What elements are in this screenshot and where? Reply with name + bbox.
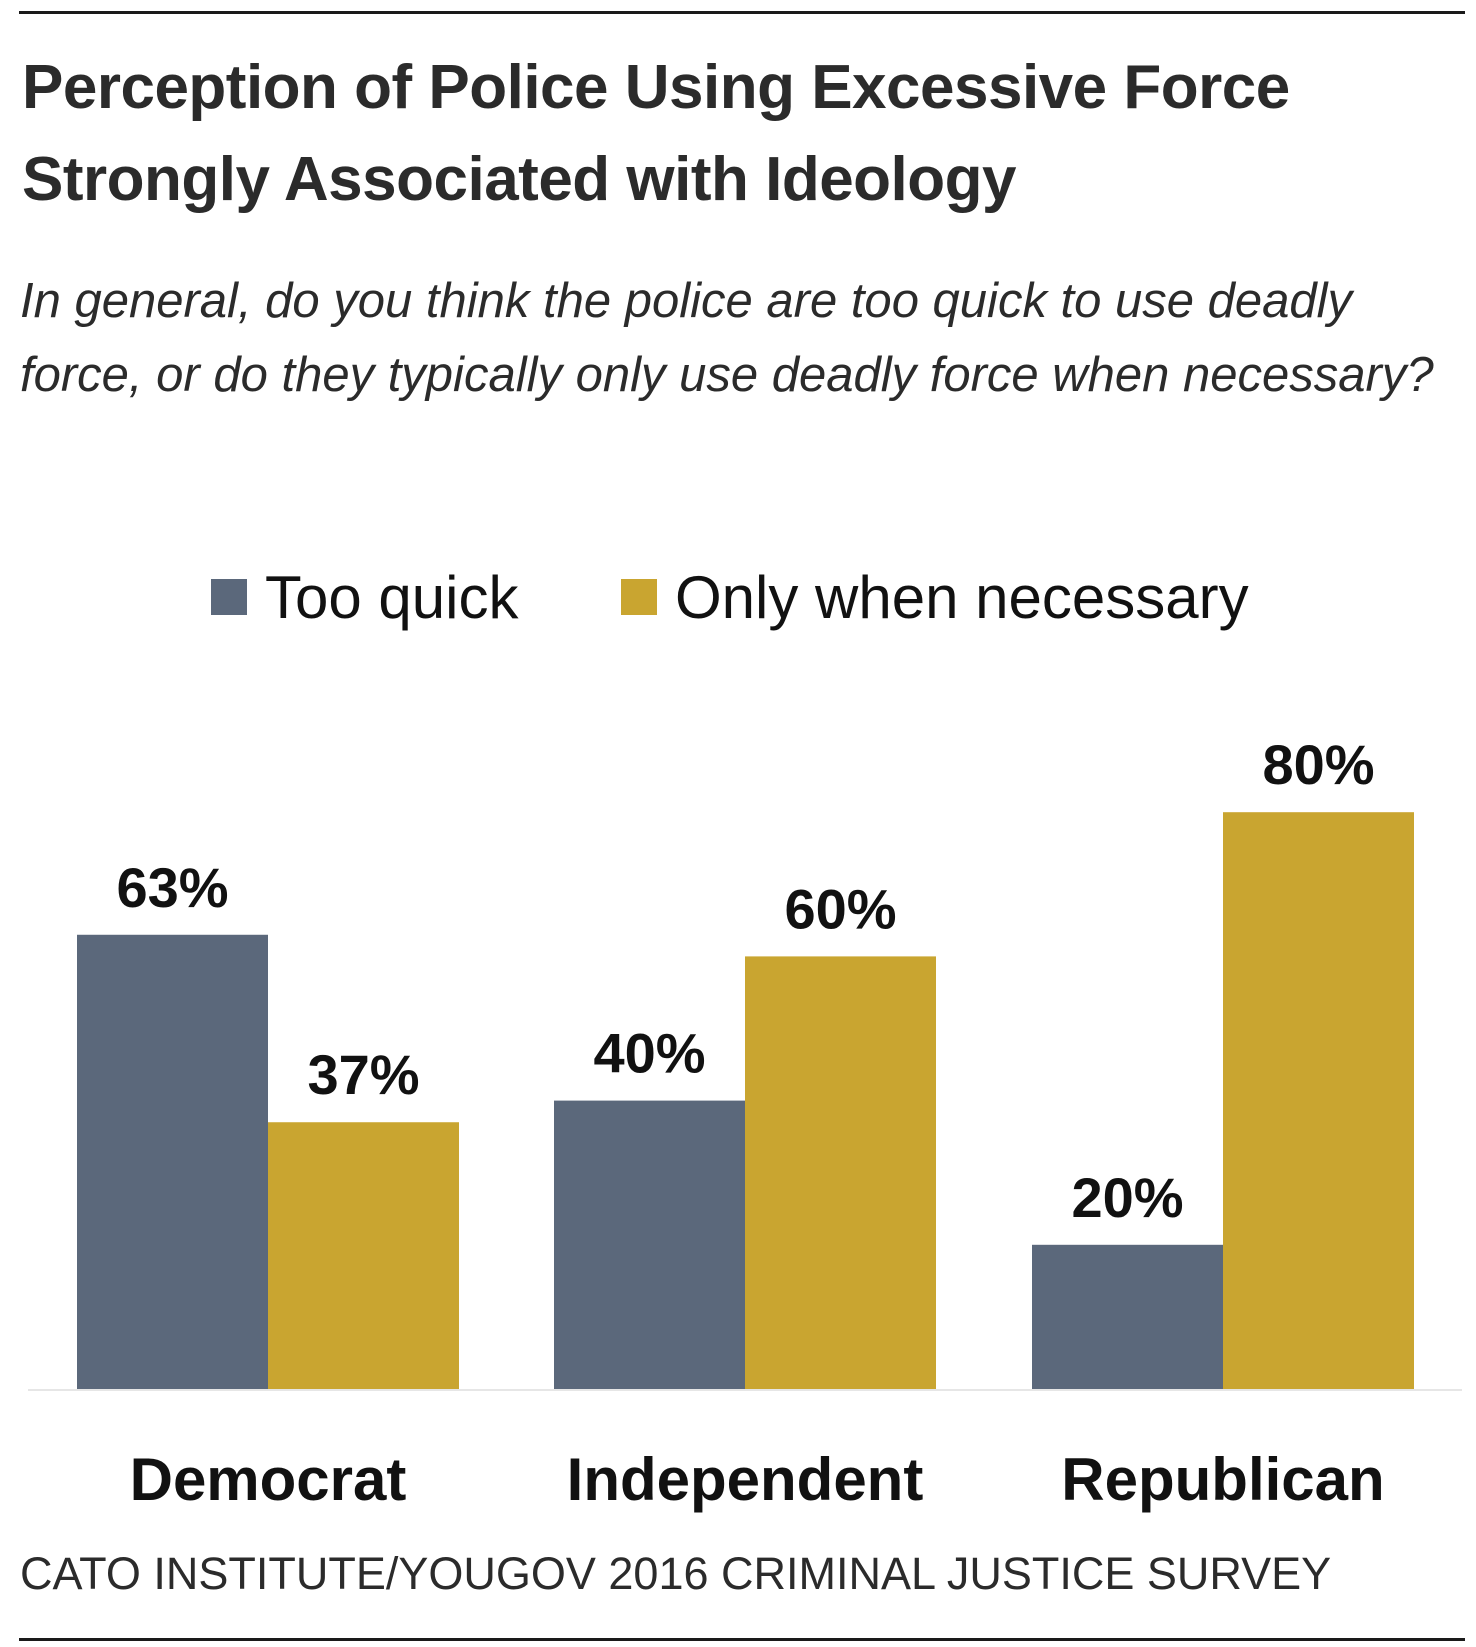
data-label: 60% (784, 877, 896, 940)
category-label-independent: Independent (567, 1446, 924, 1513)
data-label: 63% (116, 856, 228, 919)
bar-republican-only-when-necessary (1223, 812, 1414, 1389)
legend-swatch-too-quick (211, 579, 247, 615)
bottom-rule (19, 1638, 1465, 1641)
bar-independent-only-when-necessary (745, 956, 936, 1389)
category-label-democrat: Democrat (130, 1446, 407, 1513)
top-rule (19, 11, 1465, 14)
bar-republican-too-quick (1032, 1244, 1223, 1389)
bar-democrat-too-quick (77, 934, 268, 1389)
bar-democrat-only-when-necessary (268, 1122, 459, 1389)
data-label: 40% (593, 1022, 705, 1085)
data-label: 80% (1262, 733, 1374, 796)
chart-subtitle: In general, do you think the police are … (20, 274, 1434, 402)
legend-item-too-quick: Too quick (211, 562, 518, 632)
source-note: CATO INSTITUTE/YOUGOV 2016 CRIMINAL JUST… (20, 1548, 1332, 1599)
data-label: 20% (1071, 1166, 1183, 1229)
legend-item-only-when-necessary: Only when necessary (621, 562, 1249, 632)
legend-swatch-only-when-necessary (621, 579, 657, 615)
legend-label-too-quick: Too quick (265, 563, 519, 631)
bar-independent-too-quick (554, 1100, 745, 1389)
legend-label-only-when-necessary: Only when necessary (675, 563, 1249, 631)
data-label: 37% (307, 1043, 419, 1106)
category-label-republican: Republican (1061, 1446, 1384, 1513)
chart-title: Perception of Police Using Excessive For… (22, 53, 1290, 214)
